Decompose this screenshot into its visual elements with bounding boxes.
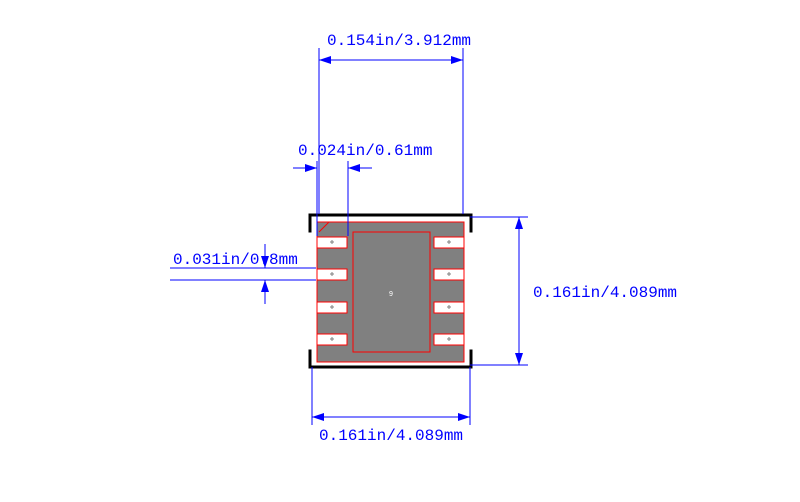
center-pad-label: 9 bbox=[389, 291, 393, 299]
dim-bottom-width: 0.161in/4.089mm bbox=[312, 367, 470, 445]
dim-right-height: 0.161in/4.089mm bbox=[470, 217, 677, 365]
dim-pad-width-label: 0.024in/0.61mm bbox=[298, 142, 432, 160]
dim-right-height-label: 0.161in/4.089mm bbox=[533, 284, 677, 302]
dim-pad-height-label: 0.031in/0.8mm bbox=[173, 251, 298, 269]
dim-top-width: 0.154in/3.912mm bbox=[319, 32, 471, 214]
dim-pad-height: 0.031in/0.8mm bbox=[170, 244, 316, 304]
dim-top-width-label: 0.154in/3.912mm bbox=[327, 32, 471, 50]
drawing-canvas: 9 0.154in/3.912mm bbox=[0, 0, 800, 502]
dim-bottom-width-label: 0.161in/4.089mm bbox=[319, 427, 463, 445]
